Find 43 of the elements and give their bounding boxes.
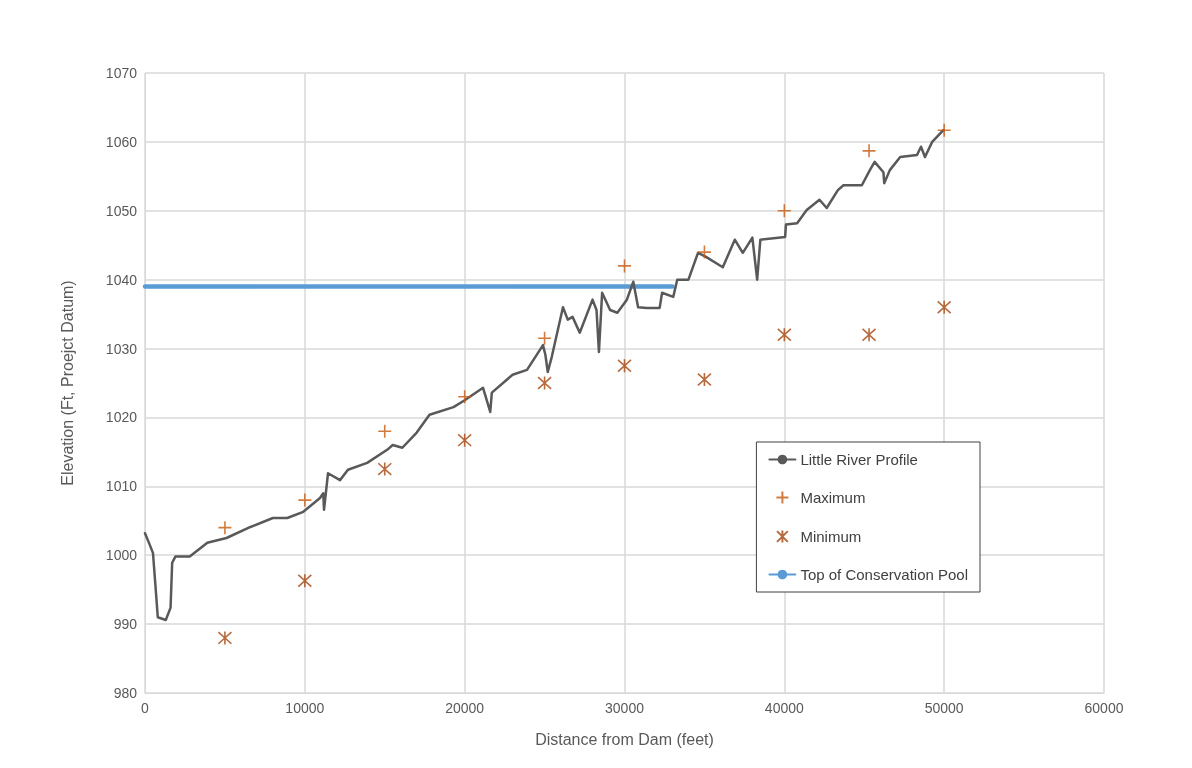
y-tick-label: 1030 bbox=[105, 340, 138, 357]
point bbox=[777, 327, 792, 343]
y-tick-label: 1020 bbox=[105, 409, 138, 426]
point bbox=[697, 244, 712, 260]
x-tick-label: 20000 bbox=[445, 700, 485, 716]
point bbox=[217, 630, 233, 646]
y-tick-label: 990 bbox=[113, 616, 138, 633]
legend-label: Little River Profile bbox=[800, 451, 918, 468]
point bbox=[861, 143, 877, 159]
x-tick-label: 10000 bbox=[285, 700, 325, 716]
y-tick-label: 1010 bbox=[105, 478, 138, 495]
x-tick-label: 60000 bbox=[1084, 700, 1124, 716]
point bbox=[777, 203, 792, 219]
point bbox=[217, 520, 233, 535]
x-tick-label: 30000 bbox=[605, 700, 645, 716]
point bbox=[537, 375, 552, 391]
y-tick-label: 1070 bbox=[105, 65, 138, 81]
point bbox=[861, 327, 877, 343]
point bbox=[377, 423, 393, 439]
y-tick-label: 1040 bbox=[105, 271, 138, 288]
x-tick-label: 0 bbox=[141, 700, 150, 716]
point bbox=[457, 389, 472, 405]
point bbox=[297, 573, 313, 589]
point bbox=[297, 492, 313, 508]
legend-label: Top of Conservation Pool bbox=[800, 566, 969, 583]
y-tick-label: 980 bbox=[113, 685, 138, 701]
point bbox=[936, 122, 952, 138]
point bbox=[537, 330, 552, 346]
y-axis-title: Elevation (Ft, Proejct Datum) bbox=[58, 280, 76, 486]
legend-label: Maximum bbox=[800, 489, 866, 506]
y-tick-label: 1050 bbox=[105, 202, 138, 219]
point bbox=[697, 372, 712, 387]
point bbox=[457, 432, 472, 448]
x-tick-label: 50000 bbox=[924, 700, 964, 716]
point bbox=[936, 299, 952, 315]
y-tick-label: 1060 bbox=[105, 133, 138, 150]
point bbox=[377, 461, 393, 477]
x-tick-label: 40000 bbox=[764, 700, 805, 716]
y-tick-label: 1000 bbox=[105, 547, 138, 564]
x-axis-title: Distance from Dam (feet) bbox=[535, 730, 714, 748]
legend-label: Minimum bbox=[800, 528, 862, 545]
point bbox=[617, 358, 632, 374]
point bbox=[617, 258, 632, 274]
